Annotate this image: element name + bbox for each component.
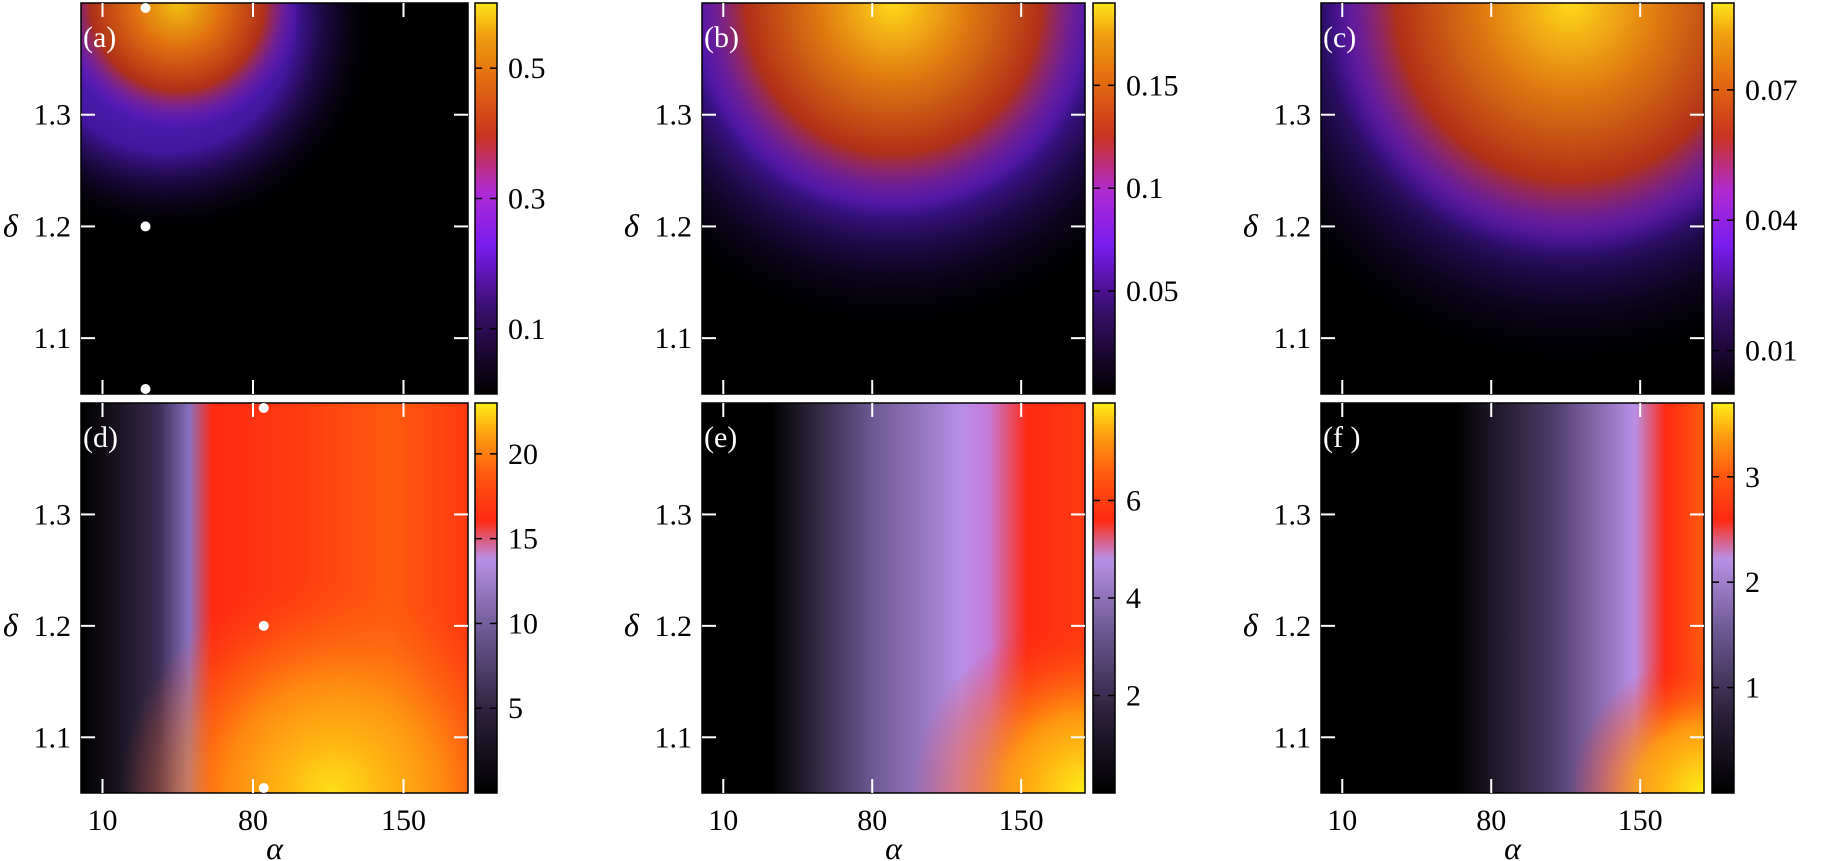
colorbar-tick-label: 2	[1745, 566, 1760, 599]
colorbar-tick-label: 6	[1126, 485, 1141, 518]
heatmap-field	[1321, 403, 1704, 793]
y-tick-label: 1.1	[1274, 721, 1312, 754]
marker-point	[140, 221, 151, 232]
marker-point	[140, 3, 151, 13]
heatmap-panel: 1.1 1.2 1.3 δ (b) 0.05 0.1 0.15	[624, 2, 1179, 395]
heatmap-panel: 10 80 150 1.1 1.2 1.3 δ α (f ) 1 2 3	[1243, 402, 1760, 861]
colorbar-tick-label: 3	[1745, 461, 1760, 494]
panel-label: (d)	[83, 421, 118, 454]
x-tick-label: 150	[999, 804, 1044, 837]
colorbar-tick-label: 0.15	[1126, 69, 1179, 102]
x-tick-label: 10	[88, 804, 118, 837]
y-tick-label: 1.2	[1274, 210, 1312, 243]
colorbar-tick-label: 20	[508, 438, 538, 471]
y-tick-label: 1.3	[34, 498, 72, 531]
y-tick-label: 1.1	[655, 721, 693, 754]
y-axis-label: δ	[1243, 207, 1259, 243]
panel-label: (c)	[1323, 21, 1356, 54]
colorbar-tick-label: 0.1	[508, 313, 546, 346]
colorbar-tick-label: 0.3	[508, 183, 546, 216]
y-tick-label: 1.1	[1274, 322, 1312, 355]
x-tick-label: 10	[708, 804, 738, 837]
plot-frame	[80, 402, 469, 794]
plot-frame	[1320, 2, 1705, 395]
heatmap-panel: 10 80 150 1.1 1.2 1.3 δ α (d) 5 10 15 20	[3, 402, 538, 861]
colorbar-tick-label: 0.1	[1126, 172, 1164, 205]
x-axis-label: α	[1504, 830, 1522, 861]
marker-point	[258, 620, 269, 631]
colorbar-tick-label: 5	[508, 692, 523, 725]
plot-frame	[701, 402, 1086, 794]
x-tick-label: 150	[1618, 804, 1663, 837]
y-axis-label: δ	[3, 207, 19, 243]
heatmap-field	[702, 403, 1085, 793]
x-tick-label: 80	[857, 804, 887, 837]
colorbar	[1092, 2, 1116, 395]
heatmap-field	[1321, 3, 1704, 394]
plot-frame	[80, 2, 469, 395]
y-tick-label: 1.1	[34, 721, 72, 754]
panel-label: (a)	[83, 21, 116, 54]
y-tick-label: 1.3	[1274, 99, 1312, 132]
colorbar-tick-label: 0.04	[1745, 204, 1798, 237]
heatmap-panel: 1.1 1.2 1.3 δ (a) 0.1 0.3 0.5	[3, 2, 546, 395]
colorbar-tick-label: 10	[508, 607, 538, 640]
x-axis-label: α	[885, 830, 903, 861]
marker-point	[258, 403, 269, 413]
y-axis-label: δ	[624, 607, 640, 643]
heatmap-field	[702, 3, 1085, 394]
x-tick-label: 80	[238, 804, 268, 837]
y-tick-label: 1.2	[34, 210, 72, 243]
y-tick-label: 1.3	[1274, 498, 1312, 531]
y-axis-label: δ	[3, 607, 19, 643]
marker-point	[140, 384, 151, 394]
x-tick-label: 80	[1476, 804, 1506, 837]
y-tick-label: 1.3	[655, 498, 693, 531]
y-tick-label: 1.1	[655, 322, 693, 355]
y-axis-label: δ	[1243, 607, 1259, 643]
panels-group: 1.1 1.2 1.3 δ (a) 0.1 0.3 0.5 1.1 1.2 1.3 δ (b) 0.05 0…	[3, 2, 1798, 861]
colorbar-tick-label: 0.07	[1745, 74, 1798, 107]
colorbar-tick-label: 1	[1745, 672, 1760, 705]
y-tick-label: 1.2	[34, 610, 72, 643]
y-tick-label: 1.1	[34, 322, 72, 355]
colorbar-tick-label: 2	[1126, 680, 1141, 713]
panel-label: (b)	[704, 21, 739, 54]
colorbar-tick-label: 15	[508, 523, 538, 556]
colorbar-tick-label: 0.5	[508, 52, 546, 85]
x-tick-label: 10	[1327, 804, 1357, 837]
colorbar-tick-label: 4	[1126, 582, 1141, 615]
y-axis-label: δ	[624, 207, 640, 243]
colorbar	[1711, 402, 1735, 794]
panel-label: (f )	[1323, 421, 1360, 454]
y-tick-label: 1.3	[655, 99, 693, 132]
marker-point	[258, 783, 269, 793]
plot-frame	[1320, 402, 1705, 794]
colorbar-tick-label: 0.05	[1126, 275, 1179, 308]
colorbar	[474, 402, 498, 794]
x-tick-label: 150	[381, 804, 426, 837]
heatmap-field	[81, 3, 468, 394]
y-tick-label: 1.3	[34, 99, 72, 132]
plot-frame	[701, 2, 1086, 395]
y-tick-label: 1.2	[655, 610, 693, 643]
x-axis-label: α	[266, 830, 284, 861]
y-tick-label: 1.2	[1274, 610, 1312, 643]
heatmap-panel: 10 80 150 1.1 1.2 1.3 δ α (e) 2 4 6	[624, 402, 1141, 861]
colorbar	[1711, 2, 1735, 395]
panel-label: (e)	[704, 421, 737, 454]
colorbar-tick-label: 0.01	[1745, 335, 1798, 368]
y-tick-label: 1.2	[655, 210, 693, 243]
heatmap-panel: 1.1 1.2 1.3 δ (c) 0.01 0.04 0.07	[1243, 2, 1798, 395]
heatmap-field	[81, 403, 468, 793]
